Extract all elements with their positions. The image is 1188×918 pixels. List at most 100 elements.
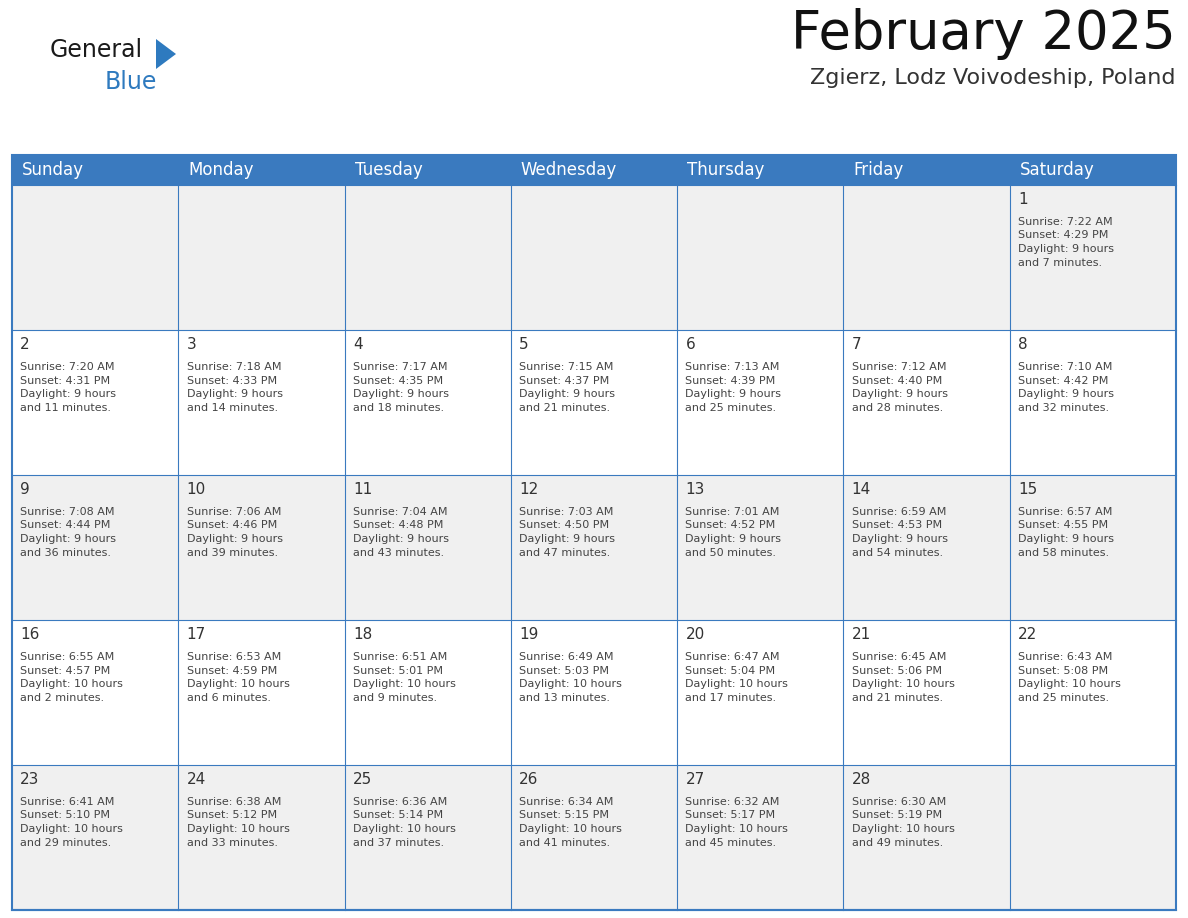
Bar — [511, 475, 677, 620]
Text: Thursday: Thursday — [687, 161, 765, 179]
Bar — [511, 765, 677, 910]
Text: 4: 4 — [353, 337, 362, 353]
Text: 12: 12 — [519, 482, 538, 498]
Text: Sunrise: 6:43 AM
Sunset: 5:08 PM
Daylight: 10 hours
and 25 minutes.: Sunrise: 6:43 AM Sunset: 5:08 PM Dayligh… — [1018, 652, 1121, 702]
Bar — [12, 155, 1176, 910]
Text: 8: 8 — [1018, 337, 1028, 353]
Text: Sunrise: 6:57 AM
Sunset: 4:55 PM
Daylight: 9 hours
and 58 minutes.: Sunrise: 6:57 AM Sunset: 4:55 PM Dayligh… — [1018, 507, 1114, 558]
Bar — [12, 330, 178, 475]
Text: 9: 9 — [20, 482, 30, 498]
Text: 1: 1 — [1018, 192, 1028, 207]
Text: Sunrise: 7:18 AM
Sunset: 4:33 PM
Daylight: 9 hours
and 14 minutes.: Sunrise: 7:18 AM Sunset: 4:33 PM Dayligh… — [187, 362, 283, 413]
Text: Sunrise: 6:59 AM
Sunset: 4:53 PM
Daylight: 9 hours
and 54 minutes.: Sunrise: 6:59 AM Sunset: 4:53 PM Dayligh… — [852, 507, 948, 558]
Bar — [843, 765, 1010, 910]
Bar — [1010, 155, 1176, 185]
Bar — [677, 620, 843, 765]
Bar — [12, 620, 178, 765]
Text: Sunrise: 6:55 AM
Sunset: 4:57 PM
Daylight: 10 hours
and 2 minutes.: Sunrise: 6:55 AM Sunset: 4:57 PM Dayligh… — [20, 652, 124, 702]
Text: Blue: Blue — [105, 70, 157, 94]
Bar — [1010, 185, 1176, 330]
Text: 27: 27 — [685, 772, 704, 788]
Text: 25: 25 — [353, 772, 372, 788]
Bar — [1010, 620, 1176, 765]
Text: Saturday: Saturday — [1019, 161, 1094, 179]
Text: Sunrise: 6:32 AM
Sunset: 5:17 PM
Daylight: 10 hours
and 45 minutes.: Sunrise: 6:32 AM Sunset: 5:17 PM Dayligh… — [685, 797, 789, 847]
Bar — [178, 155, 345, 185]
Text: Sunrise: 6:38 AM
Sunset: 5:12 PM
Daylight: 10 hours
and 33 minutes.: Sunrise: 6:38 AM Sunset: 5:12 PM Dayligh… — [187, 797, 290, 847]
Text: General: General — [50, 38, 143, 62]
Bar — [345, 330, 511, 475]
Text: Sunrise: 6:53 AM
Sunset: 4:59 PM
Daylight: 10 hours
and 6 minutes.: Sunrise: 6:53 AM Sunset: 4:59 PM Dayligh… — [187, 652, 290, 702]
Text: 22: 22 — [1018, 627, 1037, 643]
Text: Tuesday: Tuesday — [354, 161, 422, 179]
Bar — [178, 185, 345, 330]
Bar — [1010, 330, 1176, 475]
Text: Sunrise: 7:17 AM
Sunset: 4:35 PM
Daylight: 9 hours
and 18 minutes.: Sunrise: 7:17 AM Sunset: 4:35 PM Dayligh… — [353, 362, 449, 413]
Text: Sunday: Sunday — [21, 161, 84, 179]
Bar — [345, 475, 511, 620]
Text: Sunrise: 7:13 AM
Sunset: 4:39 PM
Daylight: 9 hours
and 25 minutes.: Sunrise: 7:13 AM Sunset: 4:39 PM Dayligh… — [685, 362, 782, 413]
Bar — [511, 620, 677, 765]
Text: 10: 10 — [187, 482, 206, 498]
Text: 6: 6 — [685, 337, 695, 353]
Bar — [677, 155, 843, 185]
Text: Sunrise: 7:04 AM
Sunset: 4:48 PM
Daylight: 9 hours
and 43 minutes.: Sunrise: 7:04 AM Sunset: 4:48 PM Dayligh… — [353, 507, 449, 558]
Bar — [843, 620, 1010, 765]
Text: Sunrise: 6:36 AM
Sunset: 5:14 PM
Daylight: 10 hours
and 37 minutes.: Sunrise: 6:36 AM Sunset: 5:14 PM Dayligh… — [353, 797, 456, 847]
Text: Wednesday: Wednesday — [520, 161, 617, 179]
Bar — [178, 330, 345, 475]
Text: 14: 14 — [852, 482, 871, 498]
Text: 11: 11 — [353, 482, 372, 498]
Bar — [511, 155, 677, 185]
Bar — [1010, 475, 1176, 620]
Text: Sunrise: 6:51 AM
Sunset: 5:01 PM
Daylight: 10 hours
and 9 minutes.: Sunrise: 6:51 AM Sunset: 5:01 PM Dayligh… — [353, 652, 456, 702]
Text: Sunrise: 6:47 AM
Sunset: 5:04 PM
Daylight: 10 hours
and 17 minutes.: Sunrise: 6:47 AM Sunset: 5:04 PM Dayligh… — [685, 652, 789, 702]
Text: 15: 15 — [1018, 482, 1037, 498]
Text: Sunrise: 6:30 AM
Sunset: 5:19 PM
Daylight: 10 hours
and 49 minutes.: Sunrise: 6:30 AM Sunset: 5:19 PM Dayligh… — [852, 797, 955, 847]
Bar — [345, 185, 511, 330]
Bar — [345, 765, 511, 910]
Bar — [178, 765, 345, 910]
Bar — [677, 185, 843, 330]
Text: 19: 19 — [519, 627, 538, 643]
Text: Sunrise: 6:45 AM
Sunset: 5:06 PM
Daylight: 10 hours
and 21 minutes.: Sunrise: 6:45 AM Sunset: 5:06 PM Dayligh… — [852, 652, 955, 702]
Bar — [511, 185, 677, 330]
Text: 18: 18 — [353, 627, 372, 643]
Text: 21: 21 — [852, 627, 871, 643]
Text: February 2025: February 2025 — [791, 8, 1176, 60]
Text: Sunrise: 7:10 AM
Sunset: 4:42 PM
Daylight: 9 hours
and 32 minutes.: Sunrise: 7:10 AM Sunset: 4:42 PM Dayligh… — [1018, 362, 1114, 413]
Text: Sunrise: 7:15 AM
Sunset: 4:37 PM
Daylight: 9 hours
and 21 minutes.: Sunrise: 7:15 AM Sunset: 4:37 PM Dayligh… — [519, 362, 615, 413]
Bar — [677, 330, 843, 475]
Bar — [843, 330, 1010, 475]
Bar — [1010, 765, 1176, 910]
Text: Sunrise: 7:06 AM
Sunset: 4:46 PM
Daylight: 9 hours
and 39 minutes.: Sunrise: 7:06 AM Sunset: 4:46 PM Dayligh… — [187, 507, 283, 558]
Bar — [677, 475, 843, 620]
Bar — [843, 185, 1010, 330]
Bar — [12, 765, 178, 910]
Text: Sunrise: 6:49 AM
Sunset: 5:03 PM
Daylight: 10 hours
and 13 minutes.: Sunrise: 6:49 AM Sunset: 5:03 PM Dayligh… — [519, 652, 623, 702]
Text: Sunrise: 7:12 AM
Sunset: 4:40 PM
Daylight: 9 hours
and 28 minutes.: Sunrise: 7:12 AM Sunset: 4:40 PM Dayligh… — [852, 362, 948, 413]
Bar — [345, 155, 511, 185]
Text: 24: 24 — [187, 772, 206, 788]
Bar — [178, 620, 345, 765]
Text: 26: 26 — [519, 772, 538, 788]
Text: 2: 2 — [20, 337, 30, 353]
Text: 7: 7 — [852, 337, 861, 353]
Text: Sunrise: 6:41 AM
Sunset: 5:10 PM
Daylight: 10 hours
and 29 minutes.: Sunrise: 6:41 AM Sunset: 5:10 PM Dayligh… — [20, 797, 124, 847]
Bar — [12, 475, 178, 620]
Text: 13: 13 — [685, 482, 704, 498]
Text: 28: 28 — [852, 772, 871, 788]
Text: Sunrise: 7:03 AM
Sunset: 4:50 PM
Daylight: 9 hours
and 47 minutes.: Sunrise: 7:03 AM Sunset: 4:50 PM Dayligh… — [519, 507, 615, 558]
Polygon shape — [156, 39, 176, 69]
Text: 16: 16 — [20, 627, 39, 643]
Text: Friday: Friday — [853, 161, 904, 179]
Text: Monday: Monday — [188, 161, 254, 179]
Text: 17: 17 — [187, 627, 206, 643]
Text: Zgierz, Lodz Voivodeship, Poland: Zgierz, Lodz Voivodeship, Poland — [810, 68, 1176, 88]
Text: 23: 23 — [20, 772, 39, 788]
Text: Sunrise: 6:34 AM
Sunset: 5:15 PM
Daylight: 10 hours
and 41 minutes.: Sunrise: 6:34 AM Sunset: 5:15 PM Dayligh… — [519, 797, 623, 847]
Bar — [178, 475, 345, 620]
Bar — [511, 330, 677, 475]
Bar — [677, 765, 843, 910]
Bar — [12, 155, 178, 185]
